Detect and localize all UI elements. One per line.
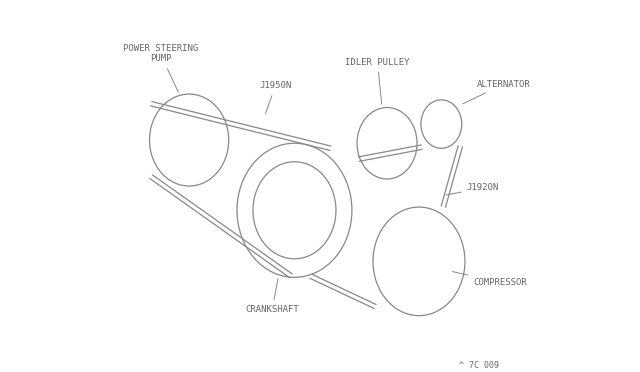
Text: CRANKSHAFT: CRANKSHAFT xyxy=(245,279,299,314)
Text: ^ 7C 009: ^ 7C 009 xyxy=(459,361,499,370)
Text: POWER STEERING
PUMP: POWER STEERING PUMP xyxy=(123,44,198,92)
Text: ALTERNATOR: ALTERNATOR xyxy=(463,80,530,104)
Text: COMPRESSOR: COMPRESSOR xyxy=(452,272,527,287)
Text: IDLER PULLEY: IDLER PULLEY xyxy=(345,58,410,104)
Text: J1920N: J1920N xyxy=(446,183,499,195)
Text: J1950N: J1950N xyxy=(259,81,292,114)
